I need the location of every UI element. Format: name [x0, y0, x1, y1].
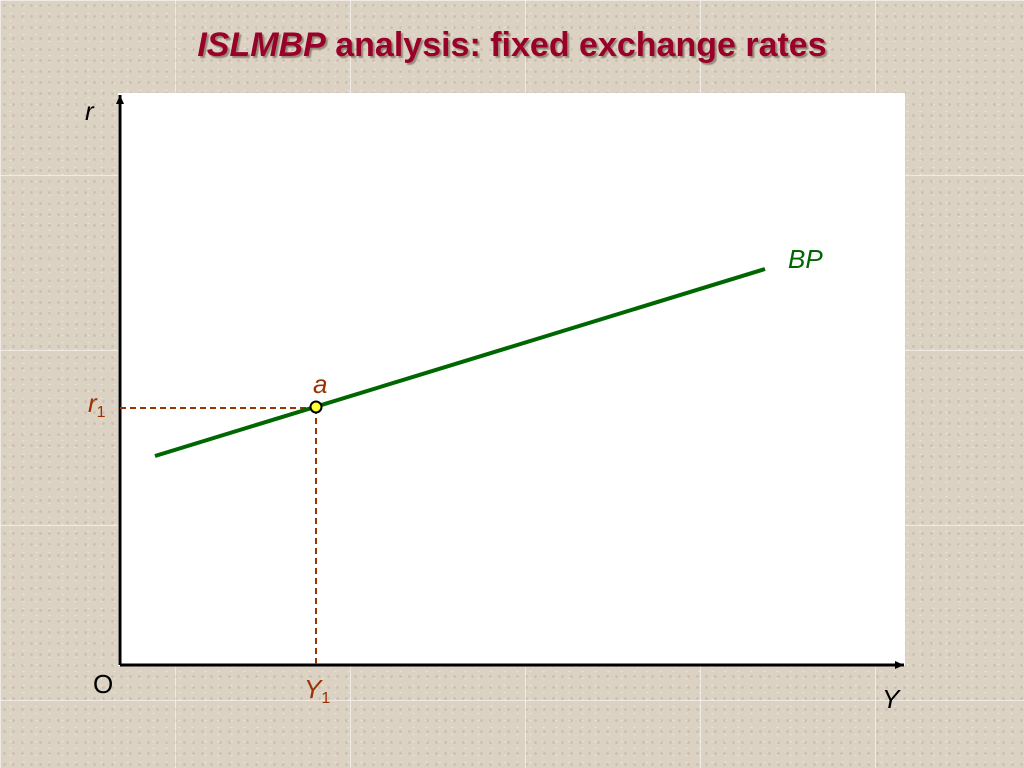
point-label: a — [313, 369, 327, 399]
plot-area — [118, 93, 905, 666]
title-italic: ISLMBP — [197, 26, 326, 64]
origin-label: O — [93, 669, 113, 699]
title-rest: analysis: fixed exchange rates — [326, 26, 827, 64]
curve-label: BP — [788, 244, 823, 274]
y1-main: Y — [304, 674, 323, 704]
r1-main: r — [88, 388, 98, 418]
y-axis-label: r — [85, 96, 95, 126]
y1-label: Y1 — [304, 674, 330, 707]
equilibrium-point — [309, 400, 323, 414]
y1-sub: 1 — [321, 690, 330, 707]
title: ISLMBP analysis: fixed exchange rates — [197, 26, 826, 64]
r1-sub: 1 — [97, 404, 106, 421]
x-axis-label: Y — [882, 684, 901, 714]
bp-curve — [154, 267, 766, 458]
r1-label: r1 — [88, 388, 106, 421]
